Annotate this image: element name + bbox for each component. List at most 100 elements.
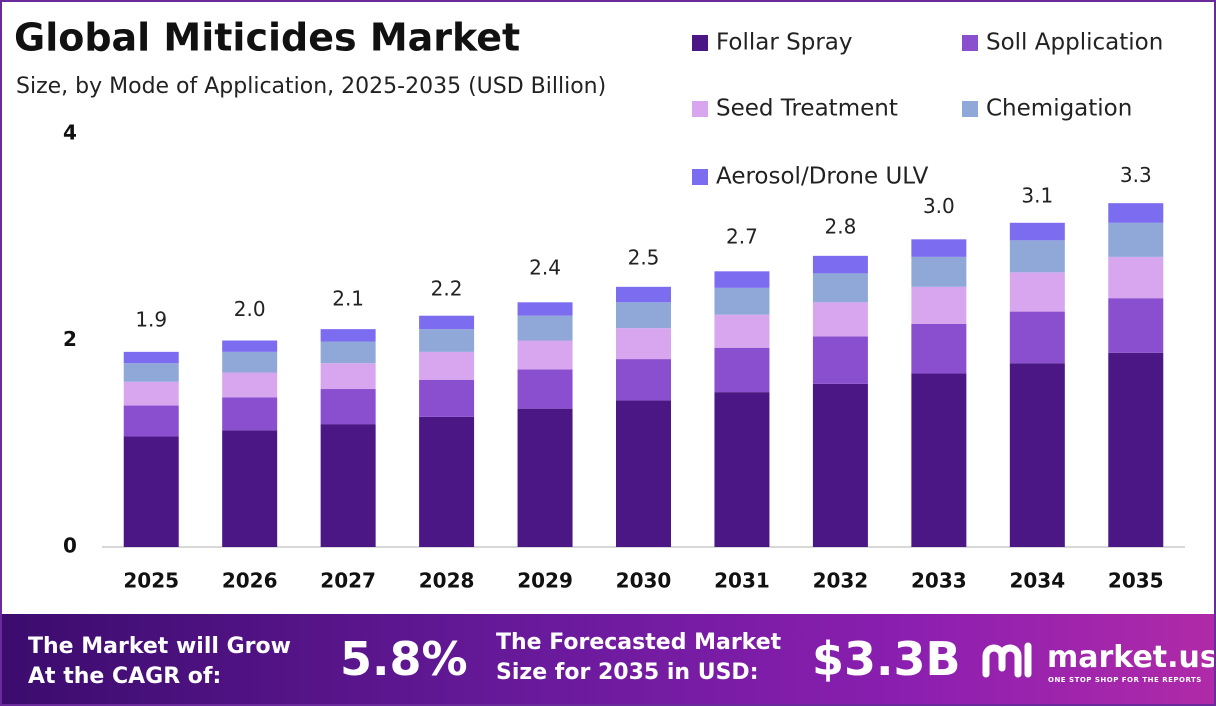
bar-segment: [1108, 352, 1164, 547]
bar-segment: [1108, 203, 1164, 223]
bar-segment: [812, 273, 868, 303]
x-tick-label: 2027: [320, 569, 376, 593]
bar-segment: [517, 408, 573, 547]
bar-segment: [812, 336, 868, 384]
bar-segment: [222, 430, 278, 547]
bar-segment: [222, 397, 278, 431]
bar-segment: [123, 351, 179, 364]
bar-segment: [517, 340, 573, 370]
x-tick-label: 2030: [616, 569, 672, 593]
bar-segment: [222, 351, 278, 373]
bar-segment: [222, 372, 278, 398]
legend-label: Soll Application: [986, 30, 1163, 56]
total-label: 2.2: [431, 276, 463, 300]
bar-segment: [812, 383, 868, 547]
bar-segment: [911, 239, 967, 257]
bar-segment: [320, 424, 376, 547]
bar-segment: [1009, 311, 1065, 364]
bar-segment: [1009, 240, 1065, 273]
logo: market.us: [1047, 640, 1216, 675]
bar-segment: [517, 302, 573, 316]
bar-segment: [419, 351, 475, 380]
x-tick-label: 2035: [1108, 569, 1164, 593]
y-tick-label: 0: [63, 534, 77, 558]
bar-segment: [812, 302, 868, 337]
bar-segment: [616, 302, 671, 329]
x-tick-label: 2028: [419, 569, 475, 593]
forecast-label: The Forecasted Market Size for 2035 in U…: [496, 630, 782, 685]
total-label: 2.8: [825, 214, 857, 238]
x-tick-label: 2025: [123, 569, 179, 593]
total-label: 2.1: [332, 287, 364, 311]
total-label: 3.1: [1021, 183, 1053, 207]
bar-segment: [714, 271, 770, 288]
total-label: 2.5: [628, 245, 660, 269]
bar-segment: [222, 340, 278, 352]
total-label: 3.3: [1120, 163, 1152, 187]
bar-segment: [320, 341, 376, 364]
cagr-label: The Market will Grow At the CAGR of:: [28, 634, 291, 689]
total-label: 1.9: [135, 307, 167, 331]
chart: Global Miticides Market Size, by Mode of…: [14, 16, 1185, 593]
total-label: 2.4: [529, 256, 561, 280]
total-label: 2.7: [726, 225, 758, 249]
legend-swatch: [692, 101, 708, 117]
bar-segment: [714, 314, 770, 348]
bar-segment: [320, 363, 376, 390]
bar-segment: [911, 323, 967, 374]
bar-segment: [616, 400, 671, 547]
bar-segment: [616, 286, 671, 303]
bar-segment: [123, 381, 179, 406]
bar-segment: [1108, 256, 1164, 299]
legend-swatch: [962, 35, 978, 51]
bar-segment: [419, 329, 475, 352]
x-tick-label: 2031: [714, 569, 770, 593]
legend-label: Follar Spray: [716, 30, 852, 56]
bar-segment: [419, 379, 475, 417]
x-tick-label: 2029: [517, 569, 573, 593]
cagr-value: 5.8%: [340, 632, 468, 686]
total-label: 3.0: [923, 194, 955, 218]
bar-segment: [1009, 272, 1065, 312]
legend-swatch: [692, 169, 708, 185]
bar-segment: [123, 363, 179, 382]
bar-segment: [123, 436, 179, 547]
bar-segment: [419, 416, 475, 547]
y-tick-label: 2: [63, 327, 77, 351]
bar-segment: [616, 359, 671, 401]
x-tick-label: 2032: [813, 569, 869, 593]
bar-segment: [714, 392, 770, 547]
chart-subtitle: Size, by Mode of Application, 2025-2035 …: [16, 74, 606, 99]
bar-segment: [320, 389, 376, 425]
bar-segment: [911, 256, 967, 287]
legend-swatch: [962, 101, 978, 117]
y-tick-label: 4: [63, 121, 77, 145]
bar-segment: [714, 347, 770, 393]
bar-segment: [714, 287, 770, 315]
bar-segment: [517, 315, 573, 341]
bar-segment: [1009, 222, 1065, 241]
bar-segment: [419, 315, 475, 330]
bar-segment: [123, 405, 179, 437]
legend-swatch: [692, 35, 708, 51]
banner: The Market will Grow At the CAGR of: 5.8…: [2, 614, 1216, 704]
legend-label: Aerosol/Drone ULV: [716, 164, 929, 190]
bar-segment: [320, 329, 376, 342]
logo-icon: [982, 642, 1032, 678]
total-label: 2.0: [234, 297, 266, 321]
x-tick-label: 2026: [222, 569, 278, 593]
tagline: ONE STOP SHOP FOR THE REPORTS: [1048, 676, 1202, 684]
x-tick-label: 2034: [1009, 569, 1065, 593]
x-tick-label: 2033: [911, 569, 967, 593]
bar-segment: [517, 369, 573, 409]
legend-label: Chemigation: [986, 96, 1132, 122]
legend-label: Seed Treatment: [716, 96, 898, 122]
forecast-value: $3.3B: [812, 632, 961, 686]
bar-segment: [616, 328, 671, 360]
bar-segment: [812, 255, 868, 274]
bar-segment: [1108, 222, 1164, 257]
chart-title: Global Miticides Market: [14, 16, 520, 60]
bar-segment: [911, 373, 967, 547]
bar-segment: [1009, 363, 1065, 547]
